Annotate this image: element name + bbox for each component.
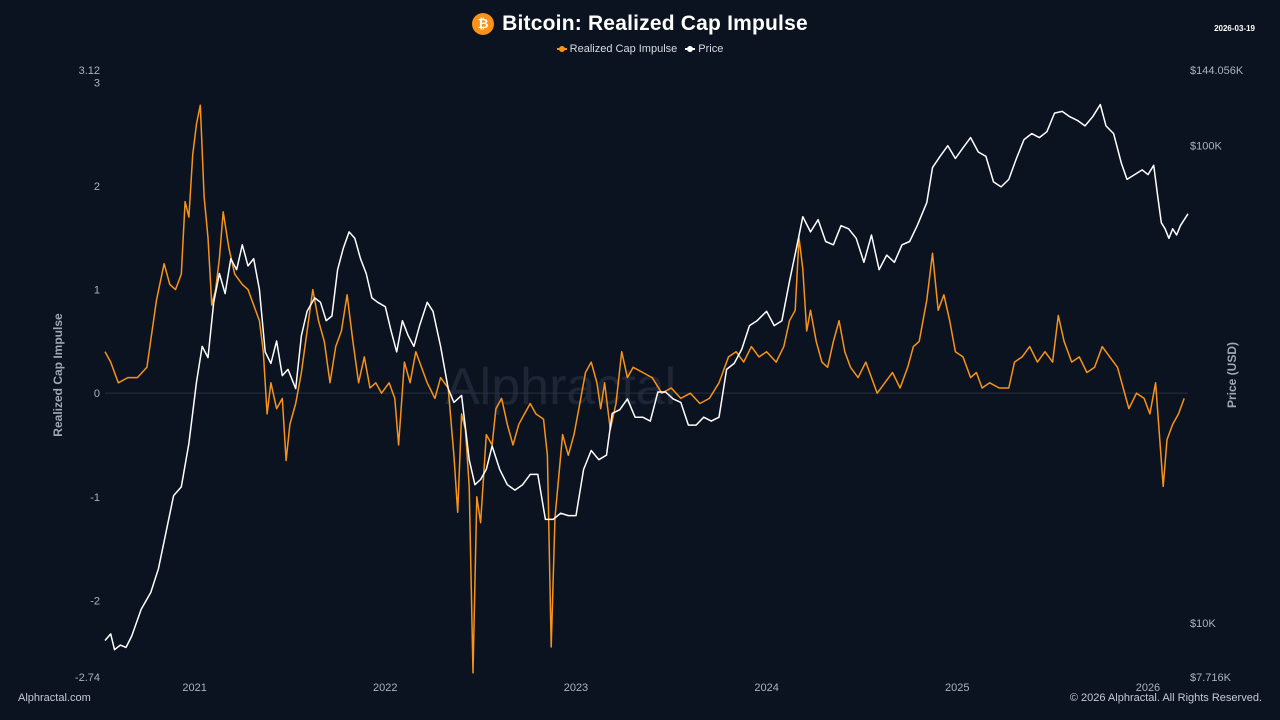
- y-right-tick-label: $144.056K: [1190, 65, 1244, 77]
- orange-line-marker-icon: [556, 44, 567, 54]
- white-line-marker-icon: [685, 44, 696, 54]
- price-series-line: [104, 103, 1189, 651]
- legend-label: Price: [698, 43, 724, 55]
- footer-site[interactable]: Alphractal.com: [18, 692, 91, 704]
- bitcoin-icon: ₿: [472, 13, 495, 35]
- x-tick-label: 2022: [373, 682, 397, 694]
- x-tick-label: 2026: [1136, 682, 1160, 694]
- y-left-tick-label: 3: [94, 77, 100, 89]
- y-left-tick-label: 0: [94, 388, 100, 400]
- series-layer: [104, 103, 1189, 674]
- watermark-text: Alphractal: [445, 358, 676, 416]
- legend-label: Realized Cap Impulse: [569, 43, 678, 55]
- x-tick-label: 2025: [945, 682, 969, 694]
- y-right-tick-label: $10K: [1190, 618, 1216, 630]
- y-left-tick-label: -2.74: [75, 672, 100, 684]
- chart-title: Bitcoin: Realized Cap Impulse: [502, 12, 808, 35]
- legend: Realized Cap Impulse Price: [0, 43, 1280, 55]
- x-tick-label: 2024: [754, 682, 778, 694]
- y-left-tick-label: -2: [90, 595, 100, 607]
- y-left-axis-title: Realized Cap Impulse: [51, 313, 65, 437]
- x-tick-label: 2023: [564, 682, 588, 694]
- legend-item-price[interactable]: Price: [685, 43, 723, 55]
- chart-header: ₿ Bitcoin: Realized Cap Impulse: [0, 8, 1280, 40]
- y-left-tick-label: 2: [94, 181, 100, 193]
- y-left-tick-label: 1: [94, 285, 100, 297]
- y-right-tick-label: $100K: [1190, 141, 1222, 153]
- legend-item-realized-cap-impulse[interactable]: Realized Cap Impulse: [556, 43, 678, 55]
- y-right-axis-title: Price (USD): [1225, 342, 1239, 408]
- realized-cap-impulse-series-line: [104, 104, 1185, 674]
- y-right-tick-label: $7.716K: [1190, 672, 1232, 684]
- x-tick-label: 2021: [182, 682, 206, 694]
- footer-copyright: © 2026 Alphractal. All Rights Reserved.: [1069, 692, 1262, 704]
- y-left-tick-label: -1: [90, 492, 100, 504]
- ticks-layer: 3.123 2 1 0 -1 -2 -2.74 $144.056K $100K $10K $7.71…: [75, 65, 1244, 694]
- y-left-tick-label: 3.12: [79, 65, 100, 77]
- date-label: 2026-03-19: [1214, 24, 1255, 33]
